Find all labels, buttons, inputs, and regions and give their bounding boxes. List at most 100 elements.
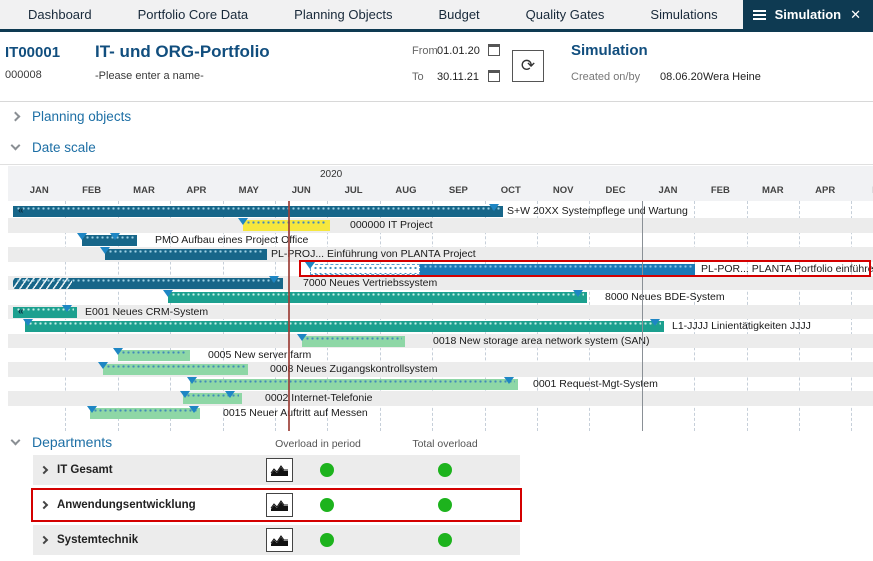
gantt-row: 8000 Neues BDE-System (0, 290, 873, 304)
month-label: JUL (344, 185, 363, 196)
gantt-row: L1-JJJJ Linientätigkeiten JJJJ (0, 319, 873, 333)
gantt-row: 000000 IT Project (0, 218, 873, 232)
gantt-timescale-header: 2020 JAN FEB MAR APR MAY JUN JUL AUG SEP OCT NOV DEC… (8, 166, 873, 201)
section-departments[interactable]: Departments (0, 430, 112, 454)
department-row-anwendungsentwicklung[interactable]: Anwendungsentwicklung (31, 488, 522, 522)
department-row-systemtechnik[interactable]: Systemtechnik (33, 525, 520, 555)
gantt-bar-segment[interactable] (90, 407, 200, 419)
milestone-triangle-icon (305, 261, 315, 269)
milestone-triangle-icon (650, 319, 660, 327)
department-row-it-gesamt[interactable]: IT Gesamt (33, 455, 520, 485)
gantt-bar-segment[interactable] (302, 335, 405, 347)
nav-item-quality-gates[interactable]: Quality Gates (525, 7, 605, 22)
nav-item-dashboard[interactable]: Dashboard (28, 7, 92, 22)
gantt-row: PL-POR... PLANTA Portfolio einführen (0, 261, 873, 276)
milestone-triangle-icon (98, 362, 108, 370)
departments-list: IT Gesamt Anwendungsentwicklung Systemtech… (31, 455, 522, 560)
chevron-right-icon[interactable] (10, 111, 21, 121)
created-by: Wera Heine (703, 71, 761, 83)
gantt-bar-segment[interactable] (183, 393, 242, 405)
month-label: M. (851, 185, 873, 196)
month-label: FEB (710, 185, 730, 196)
histogram-icon (270, 499, 288, 511)
column-overload-in-period: Overload in period (275, 438, 361, 450)
milestone-triangle-icon (100, 247, 110, 255)
histogram-button[interactable] (266, 493, 293, 517)
to-date-field[interactable]: 30.11.21 (437, 71, 480, 83)
histogram-button[interactable] (266, 528, 293, 552)
gantt-bar-label: 0005 New server farm (208, 349, 312, 361)
gantt-bar-segment[interactable] (118, 350, 190, 361)
year-boundary-line (642, 201, 643, 431)
close-icon[interactable]: ✕ (850, 6, 861, 22)
gantt-bar-label: S+W 20XX Systempflege und Wartung (507, 205, 688, 217)
department-name: Anwendungsentwicklung (57, 499, 196, 511)
from-date-field[interactable]: 01.01.20 (437, 45, 480, 57)
histogram-button[interactable] (266, 458, 293, 482)
calendar-icon[interactable] (488, 70, 500, 82)
section-label[interactable]: Date scale (32, 139, 96, 155)
nav-item-budget[interactable]: Budget (438, 7, 480, 22)
gantt-bar-segment[interactable] (25, 321, 664, 333)
created-date: 08.06.20 (660, 71, 703, 83)
section-label[interactable]: Planning objects (32, 108, 132, 124)
gantt-bar-label: PL-PROJ... Einführung von PLANTA Project (271, 248, 476, 261)
gantt-bar-segment[interactable] (13, 306, 77, 318)
gantt-bar-segment[interactable] (168, 292, 587, 304)
gantt-bar-label: 0018 New storage area network system (SA… (433, 334, 650, 347)
gantt-bar-segment[interactable] (13, 278, 283, 289)
histogram-icon (270, 534, 288, 546)
gantt-row: 0008 Neues Zugangskontrollsystem (0, 362, 873, 376)
gantt-row: 0015 Neuer Auftritt auf Messen (0, 405, 873, 420)
row-stripe (8, 333, 873, 348)
milestone-triangle-icon (187, 376, 197, 384)
active-tab-label: Simulation (774, 7, 842, 22)
highlight-rectangle (299, 259, 871, 277)
milestone-triangle-icon (504, 376, 514, 384)
milestone-triangle-icon (180, 391, 190, 399)
gantt-bar-segment[interactable] (243, 220, 330, 232)
portfolio-subtitle[interactable]: -Please enter a name- (95, 70, 204, 82)
calendar-icon[interactable] (488, 44, 500, 56)
to-label: To (412, 71, 424, 83)
chevron-right-icon[interactable] (39, 535, 49, 545)
chevron-down-icon[interactable] (10, 435, 21, 446)
gantt-bar-segment[interactable] (105, 249, 267, 261)
portfolio-header: IT00001 000008 IT- und ORG-Portfolio -Pl… (0, 32, 873, 102)
hatch-pattern (13, 278, 72, 289)
section-planning-objects[interactable]: Planning objects (0, 104, 131, 128)
year-label: 2020 (320, 169, 343, 180)
section-date-scale[interactable]: Date scale (0, 135, 96, 159)
department-name: IT Gesamt (57, 464, 113, 476)
gantt-bar-label: 7000 Neues Vertriebssystem (303, 277, 438, 289)
section-label[interactable]: Departments (32, 434, 113, 450)
gantt-bar-segment[interactable] (420, 263, 695, 275)
tab-simulation-active[interactable]: Simulation ✕ (742, 0, 873, 31)
gantt-bar-label: 000000 IT Project (350, 219, 433, 232)
nav-item-portfolio-core-data[interactable]: Portfolio Core Data (137, 7, 249, 22)
gantt-row: « S+W 20XX Systempflege und Wartung (0, 204, 873, 218)
nav-item-planning-objects[interactable]: Planning Objects (294, 7, 393, 22)
milestone-triangle-icon (113, 348, 123, 355)
refresh-button[interactable]: ⟳ (512, 50, 544, 82)
chevron-right-icon[interactable] (39, 465, 49, 475)
gantt-bar-label: E001 Neues CRM-System (85, 305, 209, 318)
total-overload-status-green (438, 498, 452, 512)
milestone-triangle-icon (62, 304, 72, 312)
created-label: Created on/by (571, 71, 641, 83)
portfolio-title: IT- und ORG-Portfolio (95, 42, 270, 61)
gantt-bar-segment[interactable] (310, 263, 420, 275)
top-nav: Dashboard Portfolio Core Data Planning Obj… (0, 0, 873, 32)
gantt-bar-segment[interactable] (13, 206, 503, 217)
gantt-row: 0018 New storage area network system (SA… (0, 333, 873, 348)
chevron-right-icon[interactable] (39, 500, 49, 510)
gantt-bar-segment[interactable] (190, 378, 518, 390)
gantt-bar-segment[interactable] (103, 364, 248, 376)
chevron-down-icon[interactable] (10, 140, 21, 151)
gantt-rows: « S+W 20XX Systempflege und Wartung 000000… (0, 201, 873, 431)
nav-item-simulations[interactable]: Simulations (650, 7, 718, 22)
gantt-row: 0002 Internet-Telefonie (0, 391, 873, 405)
hamburger-icon[interactable] (752, 8, 766, 22)
gantt-bar-segment[interactable] (82, 234, 137, 246)
